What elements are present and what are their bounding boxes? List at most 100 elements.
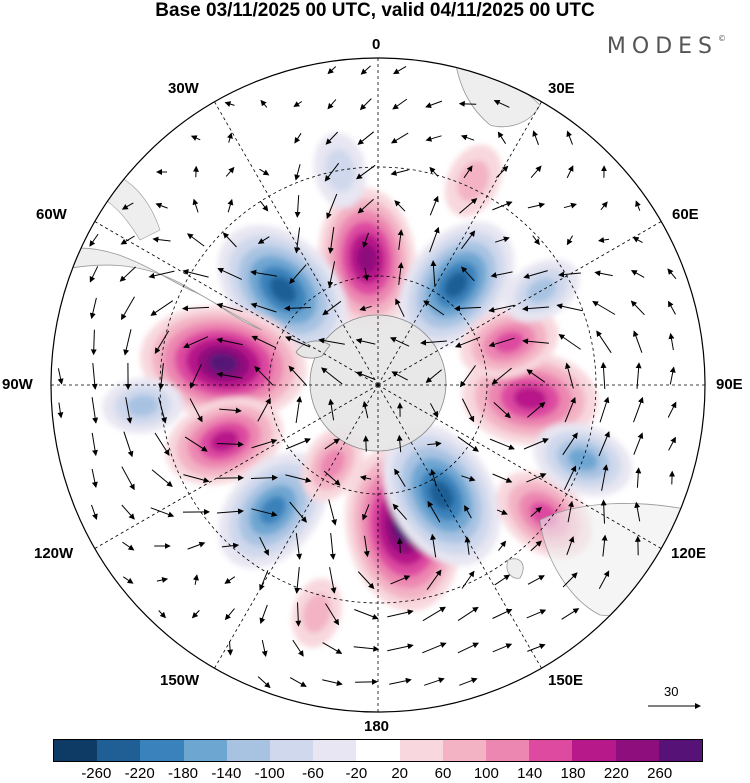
wind-vector [357,131,375,145]
lon-label-0: 0 [372,36,381,53]
lon-label-150e: 150E [548,672,584,689]
wind-vector [323,470,341,486]
wind-vector [387,609,414,618]
wind-vector [530,506,542,517]
wind-vector [295,602,302,627]
colorbar-swatch [140,740,184,761]
wind-vector [257,676,271,689]
lon-label-120e: 120E [671,545,707,562]
wind-vector [326,193,338,220]
wind-vector [389,337,410,347]
wind-vector [390,575,411,585]
wind-vector [89,297,97,320]
wind-vector [427,500,441,523]
colorbar [53,739,703,762]
wind-vector [294,164,301,181]
colorbar-swatch [442,740,487,761]
south-america [59,247,263,331]
colorbar-swatch [658,740,703,761]
wind-vector [464,536,471,555]
colorbar-swatch [226,740,271,761]
wind-vector [293,101,303,108]
wind-vector [216,302,243,313]
wind-vector [566,165,574,179]
wind-vector [425,369,442,383]
wind-vector [668,332,675,351]
colorbar-swatch [486,740,530,761]
wind-vector [357,198,374,214]
wind-vector [189,363,202,389]
wind-vector [182,269,209,278]
wind-vector [527,401,546,418]
colorbar-swatch [54,740,98,761]
wind-vector [461,570,475,589]
wind-vector [423,300,445,316]
wind-vector [632,236,643,244]
wind-vector [259,604,268,625]
wind-vector [457,606,479,622]
wind-vector [632,330,643,353]
wind-vector [57,402,64,419]
wind-vector [327,99,337,110]
wind-vector [668,436,676,451]
anomaly-contour-negative [444,271,469,298]
anomaly-contour-positive [209,430,239,452]
wind-vector [598,431,610,457]
wind-vector [321,367,343,385]
wind-vector [426,569,442,590]
wind-vector [219,407,242,414]
wind-vector [459,677,478,686]
wind-vector [362,232,369,249]
wind-vector [261,639,268,657]
colorbar-swatch [356,740,400,761]
wind-vector [592,300,616,315]
wind-vector [599,396,610,423]
wind-vector [527,575,545,585]
lon-label-60w: 60W [36,206,67,223]
anomaly-contour-negative [126,394,159,417]
wind-vector [429,195,439,216]
wind-vector [324,162,340,182]
wind-vector [492,643,513,653]
wind-vector [425,100,443,108]
wind-vector [158,610,166,619]
wind-vector [527,202,546,209]
brand-mark: © [718,34,726,43]
wind-vector [155,202,168,209]
wind-vector [125,397,133,424]
wind-vector [492,201,513,211]
wind-vector [91,363,98,390]
wind-vector [427,440,442,447]
wind-vector [289,264,307,285]
anomaly-contour-negative [259,495,287,525]
chart-title: Base 03/11/2025 00 UTC, valid 04/11/2025… [155,0,595,21]
anomaly-contour-negative [568,448,598,471]
wind-vector [217,267,243,280]
meridian-line [377,221,662,386]
brand-logo: MODES© [607,34,726,59]
anomaly-contour-positive [302,593,332,633]
wind-vector [488,304,515,313]
wind-vector [322,642,343,654]
lon-label-30w: 30W [168,80,199,97]
wind-vector [635,200,641,211]
wind-vector [152,236,171,243]
wind-vector [250,302,277,313]
wind-vector [154,432,170,456]
wind-vector [91,468,98,488]
wind-vector [429,403,439,418]
wind-vector [461,475,476,482]
colorbar-swatch [97,740,141,761]
wind-vector [362,435,369,452]
wind-vector [354,609,379,620]
lon-label-180: 180 [364,718,390,735]
wind-vector [189,398,203,423]
wind-vector [353,645,380,652]
anomaly-contour-positive [457,160,490,202]
wind-vector [285,336,311,348]
wind-vector [460,134,475,141]
wind-vector [530,165,542,179]
colorbar-tick-label: -140 [211,765,242,782]
wind-vector [429,226,440,253]
wind-vector [522,305,550,312]
